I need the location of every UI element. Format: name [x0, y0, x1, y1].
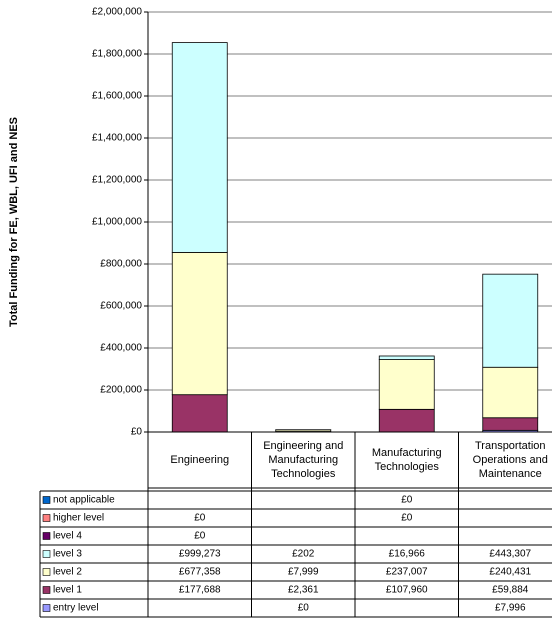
- category-cell: Engineering and Manufacturing Technologi…: [263, 440, 344, 480]
- data-cell: £240,431: [489, 567, 531, 578]
- legend-swatch: [42, 532, 51, 540]
- category-cell: Manufacturing Technologies: [371, 447, 442, 473]
- data-cell: £0: [194, 513, 206, 524]
- data-cell: £237,007: [386, 567, 428, 578]
- y-axis-label: Total Funding for FE, WBL, UFI and NES: [8, 117, 20, 327]
- data-cell: £202: [292, 549, 315, 560]
- y-tick-label: £1,800,000: [92, 49, 142, 60]
- data-cell: £107,960: [386, 585, 428, 596]
- x-tick-label: Engineering: [170, 454, 230, 466]
- data-cell: £999,273: [179, 549, 221, 560]
- data-cell: £0: [298, 603, 310, 614]
- legend-label: level 1: [53, 585, 82, 596]
- data-cell: £177,688: [179, 585, 221, 596]
- y-tick-label: £400,000: [100, 343, 142, 354]
- bar-segment: [171, 42, 228, 253]
- y-tick-label: £0: [131, 427, 143, 438]
- bar-segment: [482, 273, 539, 368]
- legend-label: higher level: [53, 513, 104, 524]
- bar-segment: [171, 252, 228, 396]
- data-cell: £7,996: [495, 603, 526, 614]
- bar-segment: [378, 408, 435, 433]
- bar-segment: [378, 359, 435, 410]
- bar-segment: [482, 366, 539, 419]
- legend-label: not applicable: [53, 495, 115, 506]
- x-tick-label: Transportation Operations and Maintenanc…: [472, 440, 548, 480]
- bar-segment: [171, 394, 228, 433]
- legend-label: level 3: [53, 549, 82, 560]
- data-cell: £0: [401, 495, 413, 506]
- legend-swatch: [42, 568, 51, 576]
- data-cell: £0: [401, 513, 413, 524]
- data-cell: £443,307: [489, 549, 531, 560]
- y-tick-label: £2,000,000: [92, 7, 142, 18]
- data-cell: £2,361: [288, 585, 319, 596]
- data-cell: £677,358: [179, 567, 221, 578]
- x-tick-label: Engineering and Manufacturing Technologi…: [263, 440, 344, 480]
- data-cell: £0: [194, 531, 206, 542]
- y-tick-label: £600,000: [100, 301, 142, 312]
- legend-swatch: [42, 514, 51, 522]
- legend-swatch: [42, 550, 51, 558]
- legend-label: entry level: [53, 603, 99, 614]
- x-tick-label: Manufacturing Technologies: [371, 447, 442, 473]
- legend-swatch: [42, 604, 51, 612]
- category-cell: Engineering: [170, 454, 230, 466]
- data-cell: £7,999: [288, 567, 319, 578]
- legend-swatch: [42, 586, 51, 594]
- category-cell: Transportation Operations and Maintenanc…: [472, 440, 548, 480]
- y-tick-label: £200,000: [100, 385, 142, 396]
- legend-label: level 2: [53, 567, 82, 578]
- y-tick-label: £800,000: [100, 259, 142, 270]
- y-tick-label: £1,000,000: [92, 217, 142, 228]
- data-cell: £16,966: [389, 549, 426, 560]
- data-cell: £59,884: [492, 585, 529, 596]
- y-tick-label: £1,400,000: [92, 133, 142, 144]
- legend-swatch: [42, 496, 51, 504]
- y-tick-label: £1,200,000: [92, 175, 142, 186]
- y-tick-label: £1,600,000: [92, 91, 142, 102]
- bar-segment: [378, 355, 435, 360]
- bar-segment: [482, 417, 539, 431]
- legend-label: level 4: [53, 531, 82, 542]
